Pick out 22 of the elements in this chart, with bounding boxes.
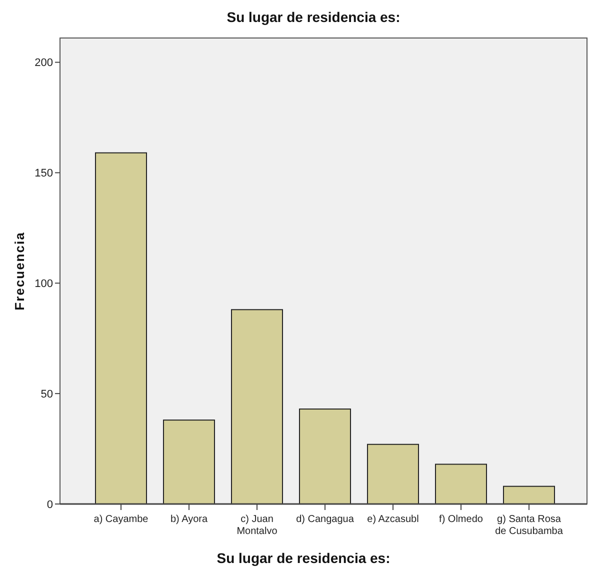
y-tick-label: 150 xyxy=(34,168,53,180)
bar xyxy=(503,486,555,504)
bar xyxy=(231,309,283,504)
bar xyxy=(435,464,487,504)
y-axis-title: Frecuencia xyxy=(12,232,27,310)
x-tick-label: e) Azcasubl xyxy=(367,514,419,525)
y-tick-label: 50 xyxy=(40,388,53,400)
bar xyxy=(367,444,419,504)
bar xyxy=(163,420,215,504)
x-tick-label: a) Cayambe xyxy=(94,514,149,525)
chart-title: Su lugar de residencia es: xyxy=(226,9,400,25)
x-tick-label: c) Juan Montalvo xyxy=(236,514,278,537)
y-tick-label: 0 xyxy=(46,498,53,511)
y-tick-label: 100 xyxy=(34,278,53,290)
x-axis-title: Su lugar de residencia es: xyxy=(216,550,390,566)
x-tick-label: f) Olmedo xyxy=(439,514,484,525)
bar xyxy=(299,408,351,504)
x-tick-label: d) Cangagua xyxy=(296,514,354,525)
x-tick-label: g) Santa Rosa de Cusubamba xyxy=(495,514,564,537)
y-tick-label: 200 xyxy=(34,57,53,70)
bar xyxy=(95,152,147,504)
x-tick-label: b) Ayora xyxy=(170,514,208,525)
